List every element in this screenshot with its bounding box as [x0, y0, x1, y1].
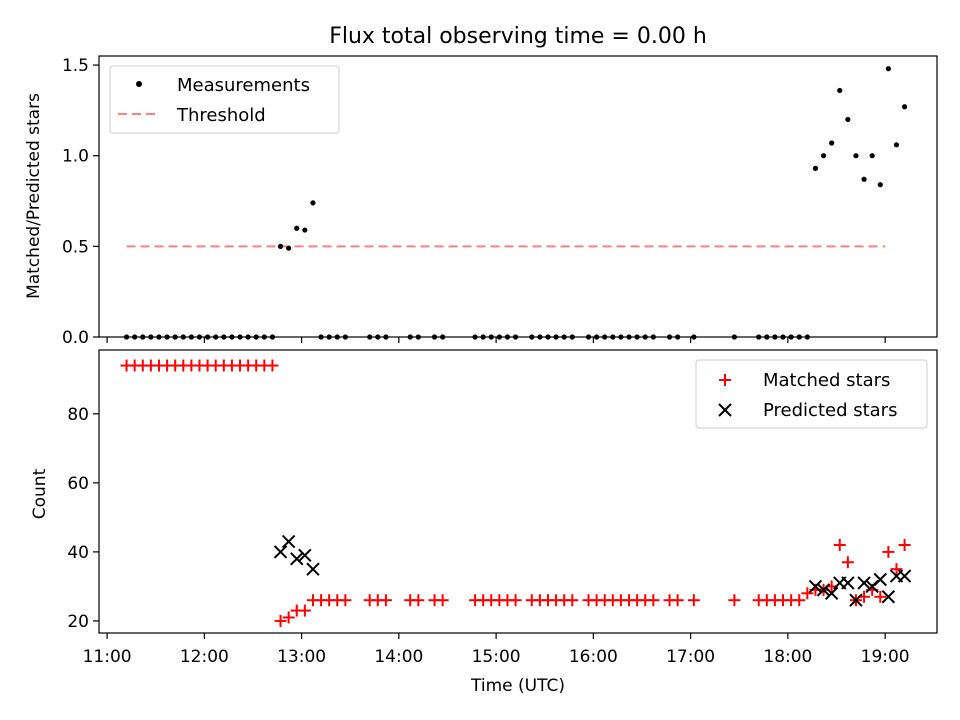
top-legend: Measurements Threshold [109, 65, 340, 134]
legend-threshold-label: Threshold [176, 105, 266, 126]
top-x-ticks [106, 337, 886, 343]
bottom-y-tick-label: 60 [67, 474, 89, 494]
matched-star-point [647, 594, 660, 607]
matched-star-point [833, 538, 846, 551]
bottom-x-tick-label: 12:00 [180, 647, 229, 667]
top-y-tick-label: 1.0 [62, 147, 89, 167]
matched-star-point [671, 594, 684, 607]
bottom-x-axis: 11:00 12:00 13:00 14:00 15:00 16:00 17:00 18:00… [83, 633, 910, 667]
bottom-legend-box [695, 359, 928, 429]
measurement-point [877, 182, 883, 188]
bottom-y-axis: 20 40 60 80 [67, 405, 99, 632]
predicted-star-point [281, 534, 296, 549]
matched-star-point [801, 587, 814, 600]
measurement-point [901, 104, 908, 110]
top-legend-box [109, 65, 340, 134]
bottom-y-axis-label: Count [30, 468, 50, 519]
predicted-star-point [824, 586, 839, 601]
measurement-point [837, 87, 843, 94]
matched-star-point [566, 594, 579, 607]
bottom-x-tick-label: 14:00 [374, 647, 423, 667]
bottom-y-tick-label: 20 [67, 612, 89, 632]
bottom-x-tick-label: 17:00 [666, 647, 715, 667]
bottom-x-tick-label: 19:00 [861, 647, 910, 667]
top-panel: 0.0 0.5 1.0 1.5 Matched/Predicted stars Mea… [24, 55, 938, 348]
measurement-point [302, 227, 308, 233]
predicted-star-point [816, 583, 831, 597]
predicted-star-point [841, 576, 855, 590]
matched-star-point [874, 590, 887, 603]
measurement-point [853, 153, 859, 159]
bottom-y-tick-label: 80 [67, 405, 89, 425]
measurement-point [845, 116, 851, 123]
measurement-point [277, 243, 284, 249]
matched-star-point [882, 545, 895, 558]
matched-star-point [339, 594, 352, 607]
top-y-tick-label: 0.0 [62, 328, 89, 348]
top-plot-frame [98, 55, 938, 338]
legend-matched-label: Matched stars [763, 370, 890, 391]
predicted-star-point [881, 590, 896, 604]
predicted-star-point [897, 569, 912, 583]
measurement-point [893, 142, 900, 148]
matched-star-point [841, 556, 854, 569]
matched-star-point [509, 594, 522, 607]
legend-matched-marker [719, 374, 731, 386]
legend-measurements-marker [136, 81, 142, 87]
bottom-x-axis-label: Time (UTC) [470, 676, 565, 696]
count-points [120, 359, 912, 627]
legend-predicted-marker [718, 403, 732, 417]
matched-star-point [687, 594, 700, 607]
measurement-point [286, 245, 292, 251]
matched-star-point [379, 594, 392, 607]
bottom-x-tick-label: 16:00 [569, 647, 618, 667]
predicted-star-point [290, 552, 304, 566]
matched-star-point [412, 594, 425, 607]
predicted-star-point [298, 548, 312, 563]
matched-star-point [793, 594, 806, 607]
bottom-x-tick-label: 13:00 [277, 647, 326, 667]
top-y-tick-label: 1.5 [62, 56, 89, 76]
predicted-star-point [849, 593, 863, 607]
matched-star-point [728, 594, 741, 607]
measurement-point [869, 153, 875, 159]
predicted-star-point [306, 562, 320, 576]
predicted-star-point [857, 576, 871, 590]
matched-star-point [890, 563, 903, 576]
bottom-x-tick-label: 15:00 [472, 647, 521, 667]
matched-star-point [898, 538, 911, 551]
top-y-tick-label: 0.5 [62, 237, 89, 257]
predicted-star-point [873, 572, 887, 587]
matched-star-point [274, 614, 287, 627]
legend-measurements-label: Measurements [177, 75, 310, 96]
bottom-x-tick-label: 11:00 [83, 647, 132, 667]
predicted-star-point [273, 545, 288, 559]
bottom-legend: Matched stars Predicted stars [695, 359, 928, 429]
measurement-point [820, 153, 827, 159]
bottom-plot-frame [98, 349, 938, 634]
matched-star-point [282, 611, 295, 624]
measurement-point [310, 200, 316, 206]
measurement-point [829, 140, 835, 146]
predicted-star-point [808, 579, 823, 594]
bottom-y-tick-label: 40 [67, 543, 89, 563]
top-y-axis: 0.0 0.5 1.0 1.5 [62, 56, 99, 348]
matched-star-point [298, 604, 311, 617]
top-y-axis-label: Matched/Predicted stars [24, 93, 44, 299]
measurement-point [861, 176, 867, 182]
measurement-point [812, 165, 819, 171]
matched-star-point [266, 359, 279, 372]
matched-star-point [436, 594, 449, 607]
chart-title: Flux total observing time = 0.00 h [329, 24, 707, 49]
measurement-point [294, 225, 300, 231]
legend-predicted-label: Predicted stars [763, 400, 897, 421]
measurement-point [885, 66, 891, 72]
bottom-x-tick-label: 18:00 [763, 647, 812, 667]
